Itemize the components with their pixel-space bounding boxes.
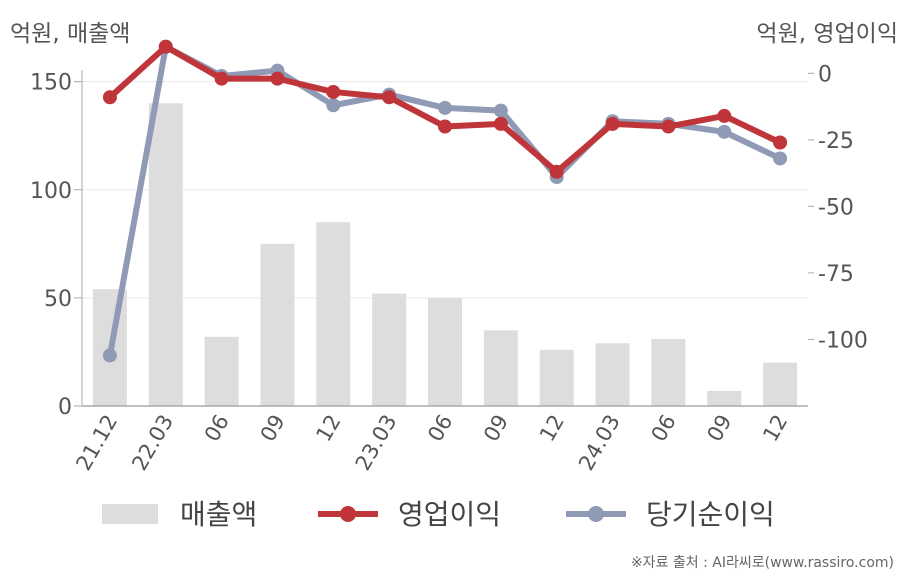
operating-profit-point (717, 108, 732, 123)
left-tick-label: 0 (58, 395, 72, 420)
operating-profit-point (326, 84, 341, 99)
category-label: 24.03 (574, 411, 625, 475)
net-income-point (326, 98, 341, 113)
operating-profit-point (438, 119, 452, 134)
legend-label-sales: 매출액 (180, 498, 257, 531)
legend-swatch-operating-marker (340, 506, 356, 522)
legend-swatch-net-marker (588, 506, 604, 522)
category-label: 09 (256, 411, 290, 446)
right-tick-label: 0 (818, 62, 832, 87)
right-tick-label: -75 (818, 262, 854, 287)
line-series (102, 39, 788, 363)
net-income-point (493, 103, 508, 118)
bar (707, 390, 742, 406)
operating-profit-point (102, 90, 117, 105)
bar (651, 338, 686, 406)
net-income-point (438, 100, 452, 115)
category-label: 06 (647, 411, 681, 446)
right-axis-unit: 억원, 영업이익 (756, 21, 898, 47)
bar (483, 330, 518, 406)
category-label: 21.12 (71, 411, 122, 475)
bar (204, 336, 239, 406)
net-income-point (773, 151, 788, 166)
left-axis-unit: 억원, 매출액 (10, 21, 131, 47)
category-label: 09 (702, 411, 736, 446)
operating-profit-point (214, 71, 229, 86)
category-label: 06 (200, 411, 234, 446)
bar (372, 293, 407, 406)
legend-label-operating: 영업이익 (398, 498, 501, 531)
bar (428, 297, 462, 406)
net-income-point (102, 348, 117, 363)
bar (595, 343, 630, 406)
bar (148, 103, 183, 406)
operating-profit-point (493, 116, 508, 131)
legend: 매출액 영업이익 당기순이익 (102, 498, 775, 531)
bar (260, 243, 295, 406)
right-tick-label: -100 (818, 328, 868, 353)
left-tick-label: 100 (30, 179, 72, 204)
operating-profit-point (773, 135, 788, 150)
category-label: 22.03 (127, 411, 178, 475)
operating-profit-point (605, 116, 620, 131)
right-tick-label: -25 (818, 129, 854, 154)
operating-profit-point (270, 71, 285, 86)
operating-profit-point (382, 90, 397, 105)
category-label: 12 (311, 411, 345, 446)
legend-label-net: 당기순이익 (646, 498, 775, 531)
bar (763, 362, 798, 406)
left-tick-label: 50 (44, 287, 72, 312)
category-label: 12 (535, 411, 569, 446)
bar (539, 349, 574, 406)
category-label: 09 (479, 411, 513, 446)
bar (316, 222, 351, 406)
left-tick-label: 150 (30, 71, 72, 96)
operating-profit-point (158, 39, 173, 54)
right-tick-label: -50 (818, 195, 854, 220)
category-label: 06 (423, 411, 457, 446)
operating-profit-point (549, 164, 564, 179)
legend-swatch-sales (102, 504, 158, 524)
category-label: 23.03 (351, 411, 402, 475)
operating-profit-point (661, 119, 676, 134)
source-note: ※자료 출처 : AI라씨로(www.rassiro.com) (630, 555, 894, 571)
net-income-point (717, 124, 732, 139)
bar-series (92, 103, 798, 406)
category-label: 12 (758, 411, 792, 446)
